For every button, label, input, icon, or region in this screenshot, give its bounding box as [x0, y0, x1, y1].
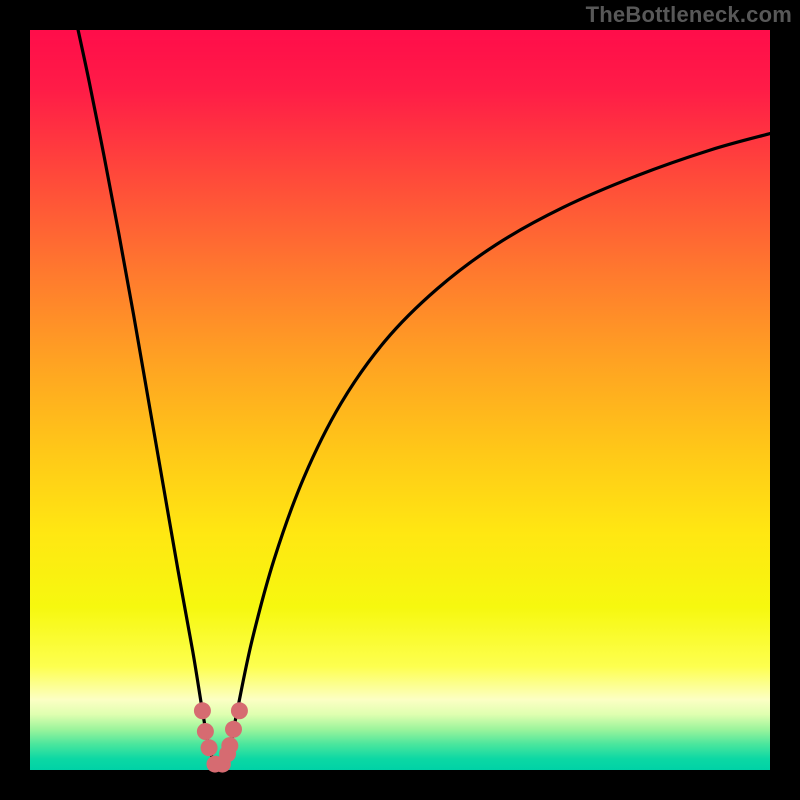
- bottleneck-chart: [0, 0, 800, 800]
- marker-dot: [221, 737, 238, 754]
- marker-dot: [201, 739, 218, 756]
- marker-dot: [231, 702, 248, 719]
- chart-frame: TheBottleneck.com: [0, 0, 800, 800]
- marker-dot: [225, 721, 242, 738]
- plot-background: [30, 30, 770, 770]
- watermark-label: TheBottleneck.com: [586, 2, 792, 28]
- marker-dot: [197, 723, 214, 740]
- marker-dot: [194, 702, 211, 719]
